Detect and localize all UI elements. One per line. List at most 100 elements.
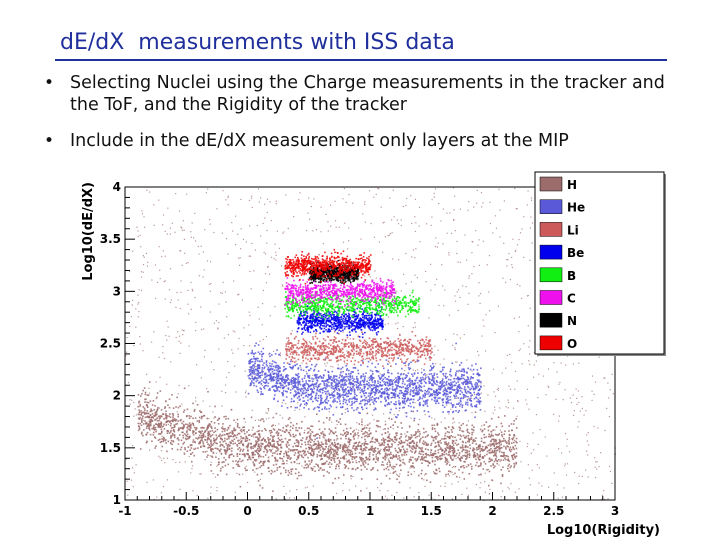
noise-point xyxy=(575,388,577,390)
noise-point xyxy=(166,457,168,459)
data-point-h xyxy=(412,440,415,443)
data-point-h xyxy=(220,443,222,446)
data-point-h xyxy=(357,442,360,444)
data-point-h xyxy=(279,457,281,459)
noise-point xyxy=(565,364,567,366)
noise-point xyxy=(395,323,397,325)
data-point-h xyxy=(183,441,186,444)
noise-point xyxy=(558,420,560,422)
data-point-h xyxy=(162,413,165,415)
data-point-h xyxy=(515,417,518,420)
data-point-h xyxy=(170,439,173,442)
noise-point xyxy=(219,451,221,453)
data-point-h xyxy=(491,444,493,446)
data-point-h xyxy=(229,435,232,438)
data-point-h xyxy=(149,424,152,427)
noise-point xyxy=(161,435,163,437)
data-point-he xyxy=(309,388,312,390)
data-point-h xyxy=(345,444,347,447)
data-point-he xyxy=(409,391,412,393)
data-point-h xyxy=(330,463,333,466)
data-point-h xyxy=(344,446,347,449)
data-point-h xyxy=(142,423,145,425)
data-point-h xyxy=(324,462,327,464)
data-point-he xyxy=(406,380,409,382)
data-point-he xyxy=(363,404,366,406)
data-point-h xyxy=(178,427,180,429)
noise-point xyxy=(244,421,246,423)
data-point-h xyxy=(229,424,231,427)
data-point-h xyxy=(509,446,512,449)
data-point-h xyxy=(427,464,430,467)
noise-point xyxy=(289,490,291,492)
data-point-he xyxy=(355,377,358,380)
data-point-h xyxy=(460,447,462,449)
data-point-he xyxy=(316,379,318,381)
data-point-h xyxy=(441,453,444,455)
data-point-h xyxy=(151,410,153,412)
data-point-h xyxy=(361,423,363,426)
data-point-h xyxy=(328,433,331,435)
noise-point xyxy=(572,414,575,417)
data-point-h xyxy=(310,447,313,449)
data-point-he xyxy=(404,397,407,399)
data-point-h xyxy=(385,446,387,448)
noise-point xyxy=(603,489,605,492)
data-point-he xyxy=(275,382,278,384)
data-point-he xyxy=(336,401,339,403)
noise-point xyxy=(405,204,407,207)
data-point-he xyxy=(316,373,318,376)
noise-point xyxy=(378,188,380,190)
data-point-h xyxy=(155,411,158,414)
noise-point xyxy=(260,418,263,420)
data-point-he xyxy=(422,394,425,396)
noise-point xyxy=(352,475,354,478)
data-point-h xyxy=(258,425,260,427)
noise-point xyxy=(216,486,218,489)
noise-point xyxy=(125,355,127,357)
data-point-h xyxy=(354,447,357,450)
noise-point xyxy=(377,487,379,489)
data-point-he xyxy=(401,401,404,404)
data-point-h xyxy=(145,412,147,414)
data-point-h xyxy=(492,443,494,445)
noise-point xyxy=(291,330,293,332)
data-point-h xyxy=(173,425,176,427)
data-point-h xyxy=(267,438,270,441)
data-point-h xyxy=(416,435,418,438)
data-point-he xyxy=(449,395,452,398)
data-point-h xyxy=(324,434,327,437)
data-point-h xyxy=(482,441,485,444)
data-point-h xyxy=(504,457,506,460)
data-point-he xyxy=(359,382,361,385)
data-point-h xyxy=(250,435,253,437)
data-point-h xyxy=(447,442,450,444)
data-point-h xyxy=(260,472,263,475)
data-point-h xyxy=(167,420,169,422)
data-point-h xyxy=(290,405,292,408)
noise-point xyxy=(318,300,320,302)
data-point-h xyxy=(494,438,496,441)
data-point-h xyxy=(318,447,320,450)
noise-point xyxy=(530,216,532,218)
data-point-h xyxy=(264,445,267,448)
data-point-h xyxy=(494,447,497,450)
data-point-he xyxy=(398,407,401,409)
data-point-h xyxy=(492,466,495,469)
data-point-h xyxy=(402,461,404,464)
data-point-he xyxy=(336,379,338,382)
noise-point xyxy=(170,361,172,363)
data-point-h xyxy=(332,482,334,484)
data-point-h xyxy=(141,421,143,424)
noise-point xyxy=(454,347,456,349)
data-point-h xyxy=(347,449,350,451)
data-point-h xyxy=(502,455,505,458)
data-point-h xyxy=(207,390,209,393)
noise-point xyxy=(259,197,262,199)
data-point-h xyxy=(388,460,390,462)
data-point-h xyxy=(371,445,373,448)
data-point-h xyxy=(458,426,461,429)
data-point-h xyxy=(312,452,315,455)
noise-point xyxy=(397,322,399,324)
data-point-h xyxy=(352,456,354,458)
